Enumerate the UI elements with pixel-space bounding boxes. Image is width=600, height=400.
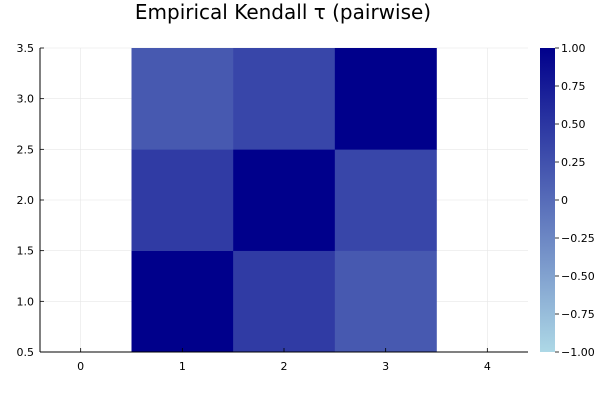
y-tick-label: 3.5 bbox=[17, 42, 35, 55]
heatmap-cell bbox=[233, 250, 336, 353]
x-tick-label: 3 bbox=[382, 360, 389, 373]
heatmap-cells bbox=[131, 48, 437, 353]
colorbar: 1.00 0.75 0.50 0.25 0 −0.25 −0.50 −0.75 −1.00 bbox=[540, 42, 595, 359]
heatmap-cell bbox=[233, 149, 336, 251]
colorbar-tick-label: 0.50 bbox=[561, 118, 586, 131]
y-tick-label: 1.0 bbox=[17, 295, 35, 308]
heatmap-cell bbox=[334, 48, 437, 150]
colorbar-tick-label: −0.50 bbox=[561, 270, 595, 283]
colorbar-tick-label: −0.75 bbox=[561, 308, 595, 321]
colorbar-tick-label: 0 bbox=[561, 194, 568, 207]
colorbar-gradient bbox=[540, 48, 555, 352]
y-tick-label: 1.5 bbox=[17, 245, 35, 258]
colorbar-tick-label: −0.25 bbox=[561, 232, 595, 245]
heatmap-cell bbox=[233, 48, 336, 150]
y-tick-label: 2.0 bbox=[17, 194, 35, 207]
heatmap-cell bbox=[131, 48, 234, 150]
heatmap-cell bbox=[131, 149, 234, 251]
chart-title: Empirical Kendall τ (pairwise) bbox=[135, 0, 431, 24]
colorbar-tick-label: −1.00 bbox=[561, 346, 595, 359]
x-tick-label: 2 bbox=[281, 360, 288, 373]
y-tick-label: 3.0 bbox=[17, 93, 35, 106]
colorbar-tick-label: 1.00 bbox=[561, 42, 586, 55]
x-tick-label: 4 bbox=[484, 360, 491, 373]
y-tick-label: 2.5 bbox=[17, 143, 35, 156]
heatmap-cell bbox=[334, 250, 437, 353]
x-axis-ticks: 0 1 2 3 4 bbox=[77, 348, 491, 373]
x-tick-label: 0 bbox=[77, 360, 84, 373]
heatmap-cell bbox=[334, 149, 437, 251]
y-tick-label: 0.5 bbox=[17, 346, 35, 359]
colorbar-tick-label: 0.75 bbox=[561, 80, 586, 93]
colorbar-tick-label: 0.25 bbox=[561, 156, 586, 169]
heatmap-cell bbox=[131, 250, 234, 353]
x-tick-label: 1 bbox=[179, 360, 186, 373]
y-axis-ticks: 0.5 1.0 1.5 2.0 2.5 3.0 3.5 bbox=[17, 42, 44, 359]
